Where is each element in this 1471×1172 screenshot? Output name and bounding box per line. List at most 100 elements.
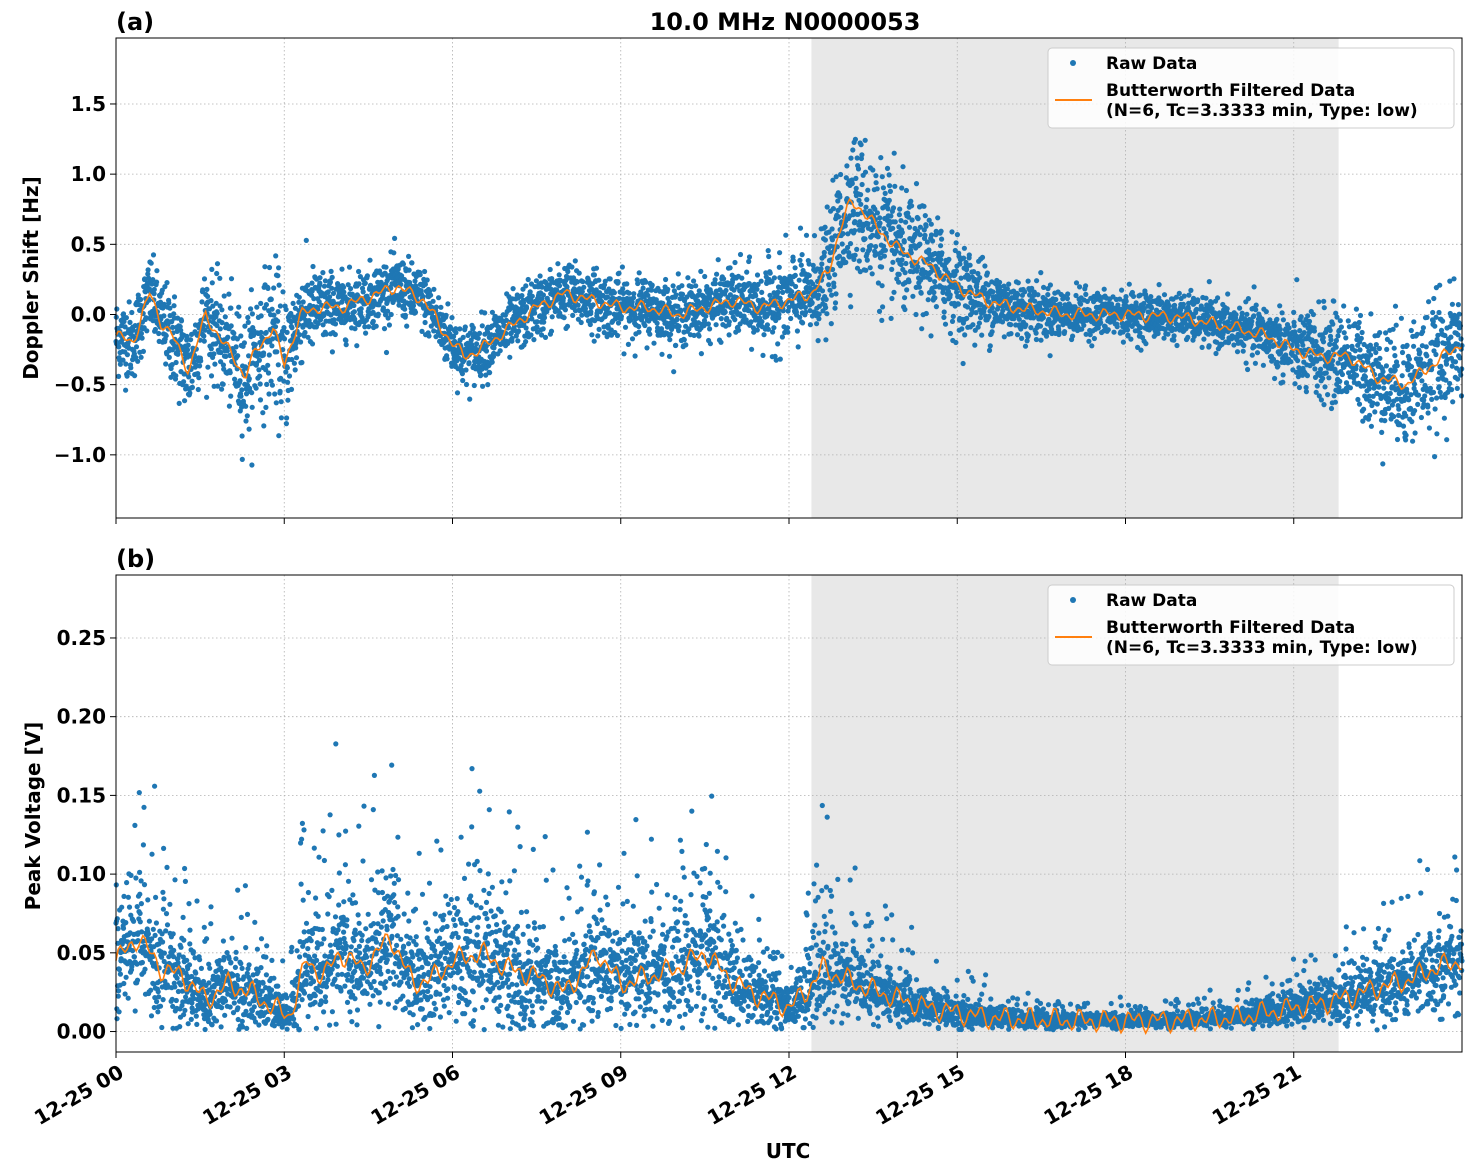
panel-a-raw-point: [475, 335, 481, 341]
panel-a-raw-point: [976, 320, 983, 326]
panel-a-raw-point: [727, 265, 733, 271]
panel-a-raw-point: [631, 291, 637, 297]
panel-a-raw-point: [1337, 378, 1343, 384]
panel-a-raw-point: [764, 322, 771, 328]
panel-a-raw-point: [1354, 372, 1360, 378]
panel-a-raw-point: [591, 338, 597, 344]
panel-a-raw-point: [665, 286, 671, 292]
panel-a-raw-point: [1244, 311, 1250, 317]
panel-a-raw-point: [580, 279, 586, 285]
panel-a-raw-point: [184, 333, 190, 339]
panel-a-raw-point: [1300, 342, 1306, 348]
panel-a-raw-point: [145, 267, 151, 273]
panel-a-raw-point: [862, 236, 868, 242]
panel-a-raw-point: [949, 318, 956, 324]
panel-a-raw-point: [1373, 349, 1379, 356]
panel-a-raw-point: [167, 305, 173, 311]
panel-a-raw-point: [674, 316, 680, 322]
panel-a-raw-point: [226, 291, 232, 297]
panel-a-y-tick-label: 0.0: [71, 302, 106, 326]
panel-a-raw-point: [1366, 386, 1372, 392]
panel-a-raw-point: [329, 285, 335, 291]
panel-a-raw-point: [915, 264, 921, 270]
panel-a-raw-point: [345, 282, 351, 288]
panel-a-raw-point: [1353, 306, 1359, 312]
panel-a-raw-point: [126, 299, 132, 305]
panel-a-raw-point: [930, 238, 936, 244]
panel-a-raw-point: [152, 326, 158, 333]
panel-a-raw-point: [1391, 413, 1397, 420]
panel-a-raw-point: [938, 256, 944, 263]
panel-a-raw-point: [803, 232, 810, 238]
chart-title: 10.0 MHz N0000053: [650, 8, 921, 36]
panel-a-raw-point: [1045, 292, 1051, 298]
panel-a-raw-point: [1114, 324, 1120, 330]
panel-a-raw-point: [1251, 284, 1257, 290]
panel-a-raw-point: [145, 271, 151, 277]
panel-a-raw-point: [819, 288, 826, 294]
panel-a-raw-point: [636, 323, 642, 330]
panel-a-raw-point: [854, 246, 860, 252]
panel-a-raw-point: [1387, 390, 1393, 396]
panel-a-raw-point: [1123, 298, 1129, 304]
panel-a-raw-point: [264, 381, 270, 387]
panel-a-raw-point: [271, 312, 277, 318]
panel-a-raw-point: [961, 255, 967, 261]
panel-a-raw-point: [243, 418, 249, 424]
panel-a-raw-point: [225, 334, 231, 340]
panel-a-raw-point: [540, 326, 546, 332]
panel-a-raw-point: [523, 325, 529, 331]
panel-a-raw-point: [396, 302, 402, 308]
panel-a-raw-point: [1311, 328, 1317, 334]
panel-a-raw-point: [1119, 287, 1125, 293]
panel-a-raw-point: [1396, 406, 1402, 412]
panel-a-raw-point: [1356, 319, 1362, 326]
panel-a-raw-point: [1022, 343, 1029, 349]
panel-a-raw-point: [289, 356, 295, 363]
panel-a-raw-point: [236, 313, 242, 319]
panel-a-raw-point: [249, 390, 255, 396]
panel-a-raw-point: [796, 277, 802, 283]
panel-a-raw-point: [913, 311, 919, 318]
panel-a-raw-point: [1372, 409, 1378, 415]
panel-a-raw-point: [921, 203, 927, 209]
panel-a-raw-point: [164, 280, 170, 286]
panel-a-raw-point: [356, 281, 362, 287]
panel-a-raw-point: [273, 400, 279, 406]
panel-a-raw-point: [607, 276, 613, 282]
panel-a-raw-point: [385, 308, 391, 314]
panel-a-raw-point: [1392, 367, 1398, 373]
panel-a-raw-point: [392, 235, 398, 241]
panel-a-raw-point: [896, 212, 903, 218]
panel-a-raw-point: [524, 305, 530, 311]
panel-a-raw-point: [1252, 360, 1258, 366]
panel-a-raw-point: [736, 327, 742, 333]
panel-a-raw-point: [870, 167, 876, 173]
panel-a-raw-point: [391, 250, 397, 256]
panel-a-raw-point: [833, 174, 839, 180]
panel-a-raw-point: [1053, 296, 1059, 303]
panel-a-raw-point: [900, 164, 906, 170]
panel-a-raw-point: [962, 332, 968, 338]
panel-a-raw-point: [317, 275, 323, 281]
panel-a-raw-point: [375, 311, 381, 317]
panel-a-raw-point: [1382, 418, 1388, 424]
panel-a-raw-point: [777, 250, 783, 256]
panel-a-raw-point: [1254, 350, 1261, 356]
panel-a-raw-point: [1313, 338, 1319, 345]
panel-a-raw-point: [339, 266, 345, 272]
panel-a-raw-point: [196, 375, 202, 381]
panel-a-raw-point: [263, 404, 269, 410]
panel-a-raw-point: [1326, 375, 1332, 381]
panel-a-raw-point: [226, 403, 232, 409]
panel-a-raw-point: [201, 276, 208, 282]
panel-a-raw-point: [276, 433, 282, 439]
panel-a-raw-point: [309, 341, 316, 347]
panel-a-raw-point: [170, 324, 176, 330]
panel-a-raw-point: [1304, 373, 1310, 379]
panel-a-raw-point: [1023, 322, 1029, 328]
panel-a-raw-point: [852, 219, 858, 225]
panel-a-raw-point: [176, 400, 182, 406]
panel-a-raw-point: [849, 180, 855, 187]
panel-a-raw-point: [837, 194, 843, 200]
